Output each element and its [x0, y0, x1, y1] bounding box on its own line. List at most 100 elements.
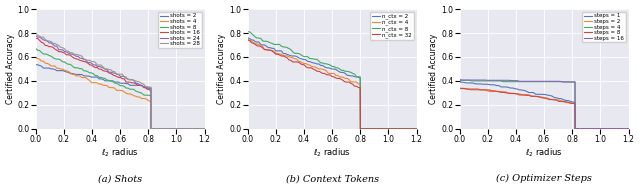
steps = 1 [562, 99, 570, 102]
Line: shots = 28: shots = 28 [36, 33, 205, 129]
n_ctx = 8 [302, 56, 310, 58]
Line: n_ctx = 8: n_ctx = 8 [248, 32, 417, 129]
shots = 8 [88, 72, 95, 74]
n_ctx = 2 [413, 128, 420, 130]
Line: shots = 4: shots = 4 [36, 58, 205, 129]
shots = 28 [147, 86, 155, 88]
steps = 8 [527, 95, 535, 97]
Line: shots = 24: shots = 24 [36, 36, 205, 129]
n_ctx = 2 [356, 128, 364, 130]
steps = 4 [532, 81, 540, 83]
n_ctx = 8 [356, 76, 364, 78]
shots = 28 [115, 73, 122, 75]
steps = 2 [562, 102, 570, 104]
n_ctx = 8 [324, 63, 332, 66]
n_ctx = 4 [356, 128, 364, 130]
shots = 16 [32, 37, 40, 40]
shots = 24 [147, 87, 155, 89]
steps = 2 [572, 128, 579, 130]
shots = 16 [147, 128, 155, 130]
n_ctx = 8 [244, 31, 252, 33]
shots = 16 [201, 128, 209, 130]
steps = 4 [625, 128, 632, 130]
n_ctx = 32 [302, 66, 310, 68]
steps = 1 [488, 84, 496, 86]
shots = 16 [65, 54, 72, 56]
Text: (c) Optimizer Steps: (c) Optimizer Steps [496, 174, 592, 183]
n_ctx = 2 [244, 37, 252, 39]
steps = 1 [548, 95, 556, 97]
Legend: steps = 1, steps = 2, steps = 4, steps = 8, steps = 16: steps = 1, steps = 2, steps = 4, steps =… [582, 12, 626, 42]
steps = 16 [562, 81, 570, 83]
n_ctx = 32 [356, 128, 364, 130]
Line: n_ctx = 32: n_ctx = 32 [248, 40, 417, 129]
steps = 8 [572, 128, 579, 130]
shots = 2 [92, 76, 99, 78]
Line: n_ctx = 2: n_ctx = 2 [248, 38, 417, 129]
shots = 2 [68, 72, 76, 75]
n_ctx = 2 [280, 52, 287, 55]
shots = 16 [68, 56, 76, 58]
steps = 1 [572, 128, 579, 130]
shots = 16 [147, 90, 155, 93]
steps = 16 [488, 79, 496, 82]
shots = 2 [88, 76, 95, 78]
n_ctx = 8 [413, 128, 420, 130]
shots = 24 [115, 73, 122, 76]
shots = 28 [201, 128, 209, 130]
shots = 4 [201, 128, 209, 130]
shots = 28 [147, 128, 155, 130]
X-axis label: $\ell_2$ radius: $\ell_2$ radius [101, 147, 139, 159]
shots = 28 [92, 61, 99, 63]
shots = 4 [147, 128, 155, 130]
n_ctx = 8 [356, 128, 364, 130]
steps = 4 [527, 81, 535, 83]
Text: (b) Context Tokens: (b) Context Tokens [285, 174, 379, 183]
shots = 8 [92, 75, 99, 77]
shots = 28 [65, 50, 72, 52]
shots = 4 [65, 70, 72, 73]
Y-axis label: Certified Accuracy: Certified Accuracy [429, 34, 438, 104]
shots = 2 [147, 128, 155, 130]
Legend: shots = 2, shots = 4, shots = 8, shots = 16, shots = 24, shots = 28: shots = 2, shots = 4, shots = 8, shots =… [158, 12, 202, 48]
n_ctx = 2 [356, 77, 364, 79]
steps = 1 [456, 81, 463, 83]
shots = 16 [92, 66, 99, 69]
n_ctx = 32 [280, 55, 287, 57]
shots = 24 [147, 128, 155, 130]
shots = 24 [32, 35, 40, 37]
Line: shots = 2: shots = 2 [36, 65, 205, 129]
steps = 16 [572, 128, 579, 130]
steps = 2 [456, 87, 463, 89]
X-axis label: $\ell_2$ radius: $\ell_2$ radius [314, 147, 351, 159]
Line: steps = 4: steps = 4 [460, 80, 628, 129]
shots = 16 [88, 64, 95, 66]
steps = 16 [525, 80, 532, 82]
shots = 4 [68, 73, 76, 76]
steps = 8 [548, 98, 556, 101]
steps = 16 [548, 80, 556, 82]
shots = 24 [65, 52, 72, 54]
shots = 24 [201, 128, 209, 130]
X-axis label: $\ell_2$ radius: $\ell_2$ radius [525, 147, 563, 159]
n_ctx = 32 [244, 39, 252, 41]
steps = 4 [525, 81, 532, 83]
steps = 4 [456, 79, 463, 81]
shots = 4 [88, 82, 95, 84]
n_ctx = 8 [280, 46, 287, 48]
steps = 2 [525, 94, 532, 96]
n_ctx = 32 [324, 74, 332, 76]
Line: steps = 1: steps = 1 [460, 82, 628, 129]
steps = 2 [488, 90, 496, 93]
shots = 24 [68, 53, 76, 55]
steps = 2 [625, 128, 632, 130]
steps = 4 [488, 80, 496, 82]
shots = 24 [92, 64, 99, 66]
steps = 16 [527, 80, 535, 82]
steps = 2 [532, 95, 540, 98]
steps = 16 [456, 78, 463, 81]
shots = 2 [115, 81, 122, 83]
shots = 28 [32, 32, 40, 34]
n_ctx = 4 [280, 54, 287, 56]
shots = 28 [68, 52, 76, 54]
